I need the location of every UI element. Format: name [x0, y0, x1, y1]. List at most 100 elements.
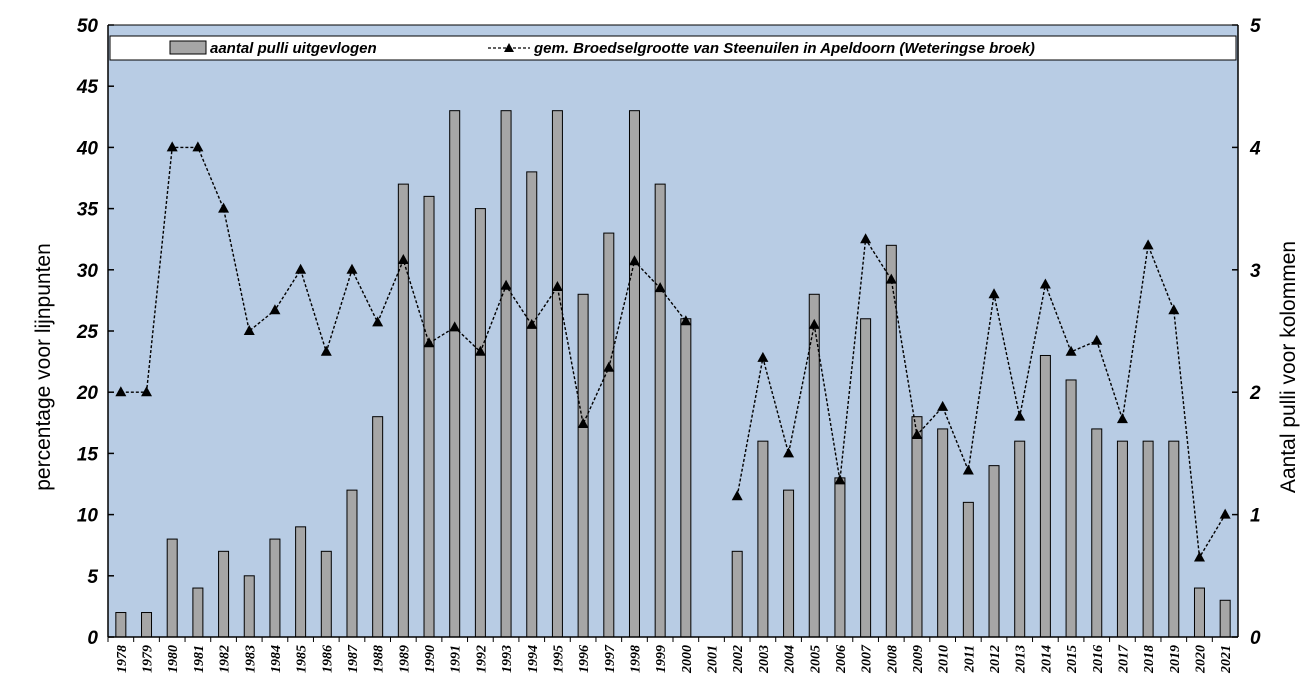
x-tick-label-1999: 1999 [654, 645, 669, 673]
line-point-2020 [1193, 551, 1205, 562]
line-point-1996 [577, 418, 589, 429]
line-point-1980 [166, 141, 178, 152]
line-segment-1 [736, 237, 1226, 560]
line-point-1984 [269, 304, 281, 315]
legend-line-label: gem. Broedselgrootte van Steenuilen in A… [533, 40, 1035, 57]
x-tick-label-2002: 2002 [731, 645, 746, 674]
line-point-2000 [680, 315, 692, 326]
left-tick-label-40: 40 [76, 138, 99, 159]
x-tick-label-2013: 2013 [1014, 645, 1029, 674]
legend-bar-swatch [169, 40, 207, 55]
line-point-1997 [603, 361, 615, 372]
bar-1996 [577, 293, 589, 638]
right-y-ticks: 0 1 2 3 4 5 [1232, 16, 1261, 649]
bar-1982 [218, 550, 230, 638]
right-tick-label-2: 2 [1249, 383, 1261, 404]
line-point-2010 [937, 400, 949, 411]
right-tick-label-4: 4 [1249, 138, 1261, 159]
line-point-2017 [1116, 413, 1128, 424]
bar-1994 [526, 171, 538, 638]
left-axis-title: percentage voor lijnpunten [32, 243, 55, 491]
legend-bar-label: aantal pulli uitgevlogen [210, 40, 377, 57]
line-point-2019 [1168, 304, 1180, 315]
bar-2015 [1065, 379, 1077, 638]
line-point-2015 [1065, 345, 1077, 356]
bar-2003 [757, 440, 769, 638]
x-tick-label-1979: 1979 [141, 645, 156, 673]
line-point-2011 [962, 464, 974, 475]
line-point-2009 [911, 429, 923, 440]
line-point-1982 [218, 202, 230, 213]
bar-1983 [243, 575, 255, 638]
line-point-2012 [988, 288, 1000, 299]
bar-1993 [500, 110, 512, 638]
bar-2008 [885, 244, 897, 638]
line-point-2008 [885, 273, 897, 284]
x-tick-label-1990: 1990 [423, 645, 438, 673]
line-point-2014 [1039, 278, 1051, 289]
line-point-2007 [860, 233, 872, 244]
left-tick-label-45: 45 [76, 77, 99, 98]
line-point-1979 [141, 386, 153, 397]
x-tick-label-1989: 1989 [397, 645, 412, 673]
x-tick-label-1994: 1994 [526, 645, 541, 673]
line-point-1985 [295, 263, 307, 274]
x-tick-label-1995: 1995 [551, 645, 566, 673]
bar-1988 [372, 416, 384, 638]
x-tick-label-1991: 1991 [449, 645, 464, 673]
line-point-2021 [1219, 508, 1231, 519]
x-tick-label-1998: 1998 [628, 645, 643, 673]
bar-2010 [937, 428, 949, 638]
bar-1987 [346, 489, 358, 638]
line-point-1990 [423, 337, 435, 348]
x-tick-label-2004: 2004 [783, 645, 798, 674]
line-point-2005 [808, 318, 820, 329]
right-tick-label-5: 5 [1250, 16, 1261, 37]
x-tick-label-2017: 2017 [1116, 644, 1131, 674]
x-tick-label-2009: 2009 [911, 645, 926, 674]
x-tick-label-1993: 1993 [500, 645, 515, 673]
x-tick-label-2015: 2015 [1065, 645, 1080, 674]
line-point-2003 [757, 351, 769, 362]
x-tick-label-2006: 2006 [834, 645, 849, 674]
x-tick-label-2000: 2000 [680, 645, 695, 674]
x-tick-label-2007: 2007 [860, 644, 875, 674]
legend-triangle-marker [504, 43, 514, 52]
x-tick-label-2005: 2005 [808, 645, 823, 674]
line-point-1994 [526, 318, 538, 329]
bar-2004 [783, 489, 795, 638]
line-point-1988 [372, 316, 384, 327]
line-point-1983 [243, 325, 255, 335]
x-tick-label-2018: 2018 [1142, 645, 1157, 674]
bar-1997 [603, 232, 615, 638]
left-tick-label-15: 15 [77, 444, 99, 465]
bar-1984 [269, 538, 281, 638]
line-point-1981 [192, 141, 204, 152]
left-tick-label-35: 35 [77, 200, 99, 221]
x-tick-label-1982: 1982 [218, 645, 233, 673]
left-tick-label-0: 0 [87, 628, 98, 649]
legend: aantal pulli uitgevlogen gem. Broedselgr… [109, 35, 1237, 61]
right-axis-title: Aantal pulli voor kolommen [1277, 241, 1300, 493]
bar-2012 [988, 465, 1000, 638]
x-tick-label-2014: 2014 [1039, 645, 1054, 674]
x-tick-label-1983: 1983 [243, 645, 258, 673]
right-tick-label-1: 1 [1250, 506, 1261, 527]
x-tick-label-1988: 1988 [372, 645, 387, 673]
x-tick-label-2016: 2016 [1091, 645, 1106, 674]
bar-2006 [834, 477, 846, 638]
bar-2002 [731, 550, 743, 638]
line-point-2013 [1014, 410, 1026, 421]
left-tick-label-50: 50 [77, 16, 99, 37]
x-tick-label-1992: 1992 [474, 645, 489, 673]
line-point-1998 [628, 255, 640, 266]
left-tick-label-10: 10 [77, 506, 99, 527]
line-point-1999 [654, 282, 666, 293]
bar-2021 [1219, 599, 1231, 638]
bar-1986 [320, 550, 332, 638]
x-tick-label-1978: 1978 [115, 645, 130, 673]
x-tick-label-2008: 2008 [885, 645, 900, 674]
line-series-group [115, 141, 1231, 562]
bar-2016 [1091, 428, 1103, 638]
line-point-2004 [783, 447, 795, 458]
